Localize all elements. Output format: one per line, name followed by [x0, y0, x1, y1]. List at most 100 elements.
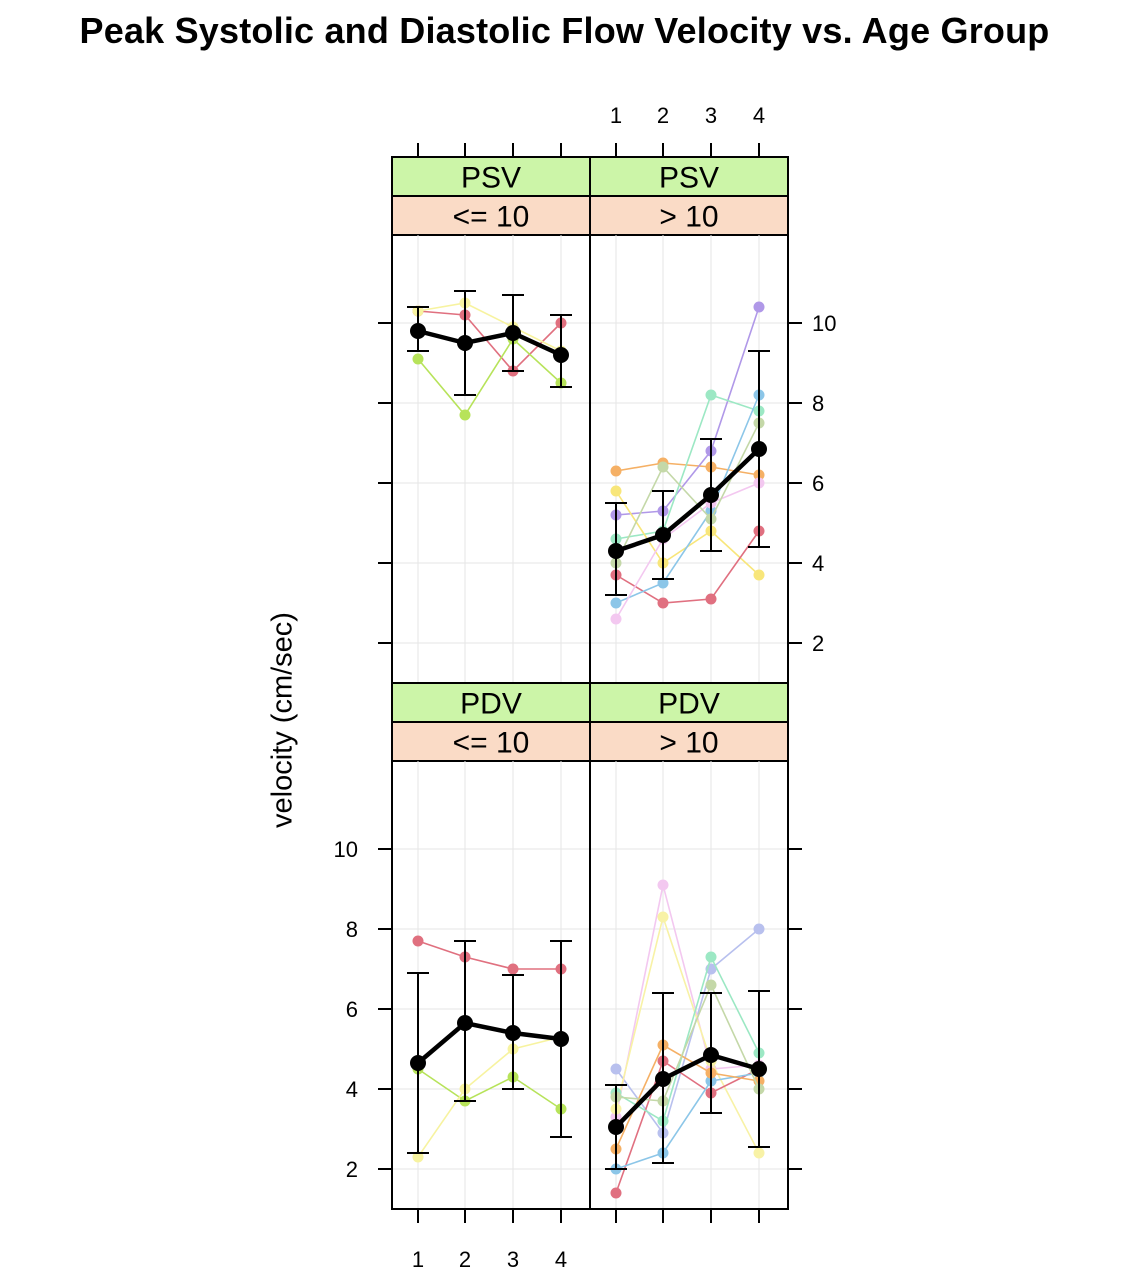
series-path [615, 394, 760, 604]
series-path [615, 482, 760, 620]
y-tick-label-left: 6 [346, 997, 358, 1022]
panel-psv-le10: PSV <= 10 [391, 156, 591, 684]
series-path [417, 940, 561, 970]
mean-point [655, 527, 671, 543]
mean-series [407, 290, 572, 396]
mean-point [608, 1119, 624, 1135]
series-path [417, 302, 562, 352]
grid [392, 235, 590, 683]
series-point [705, 593, 717, 605]
panel-psv-gt10: PSV > 10 [589, 156, 789, 684]
series-point [705, 979, 717, 991]
mean-point [751, 441, 767, 457]
mean-point [608, 543, 624, 559]
axes: 1 2 3 4 1 2 3 4 2 4 6 8 10 2 4 6 8 10 [334, 103, 837, 1272]
series-point [412, 1151, 424, 1163]
y-tick-label-left: 4 [346, 1077, 358, 1102]
mean-line [615, 447, 761, 554]
series-point [657, 597, 669, 609]
mean-point [655, 1071, 671, 1087]
series-path [615, 1059, 760, 1194]
x-tick-label-top: 2 [657, 103, 669, 128]
series-path [615, 393, 760, 540]
mean-point [751, 1061, 767, 1077]
strip-measure-label: PSV [461, 162, 521, 195]
series-point [412, 935, 424, 947]
y-tick-label-right: 6 [812, 471, 824, 496]
y-tick-label-left: 2 [346, 1157, 358, 1182]
series-line [610, 879, 765, 1123]
series-point [753, 1147, 765, 1159]
mean-point [553, 1031, 569, 1047]
mean-series [605, 990, 770, 1170]
mean-line [417, 328, 562, 358]
series-line [610, 477, 765, 625]
mean-point [410, 1055, 426, 1071]
y-tick-label-left: 10 [334, 837, 358, 862]
series-point [657, 577, 669, 589]
series-path [615, 884, 760, 1118]
mean-point [703, 487, 719, 503]
strip-measure [391, 156, 591, 197]
mean-point [703, 1047, 719, 1063]
x-tick-label-bottom: 1 [412, 1247, 424, 1272]
y-tick-label-right: 10 [812, 311, 836, 336]
series-path [417, 337, 562, 417]
mean-series [605, 350, 770, 596]
series-path [615, 530, 760, 604]
series-path [615, 306, 760, 516]
series-path [615, 1072, 760, 1170]
series-point [753, 301, 765, 313]
series-point [610, 1063, 622, 1075]
strip-age-label: <= 10 [453, 201, 530, 234]
series-line [610, 979, 765, 1107]
y-tick-label-right: 4 [812, 551, 824, 576]
panel-pdv-le10: PDV <= 10 [391, 682, 591, 1210]
series-point [610, 613, 622, 625]
series-point [459, 409, 471, 421]
strip-measure-label: PSV [659, 162, 719, 195]
x-tick-label-top: 1 [610, 103, 622, 128]
series-point [657, 461, 669, 473]
strip-measure-label: PDV [658, 688, 720, 721]
mean-point [553, 347, 569, 363]
series-line [610, 485, 765, 581]
series-line [610, 389, 765, 609]
series-path [615, 1043, 760, 1150]
strip-measure [589, 682, 789, 723]
series-path [615, 914, 760, 1154]
mean-point [410, 323, 426, 339]
x-tick-label-bottom: 4 [555, 1247, 567, 1272]
series-point [507, 963, 519, 975]
series-point [705, 389, 717, 401]
y-tick-label-right: 8 [812, 391, 824, 416]
series-line [610, 1067, 765, 1175]
series-line [412, 935, 567, 975]
series-point [753, 923, 765, 935]
mean-point [505, 1025, 521, 1041]
y-tick-label-right: 2 [812, 631, 824, 656]
series-path [417, 310, 562, 373]
x-tick-label-bottom: 3 [507, 1247, 519, 1272]
strip-age-label: > 10 [659, 201, 718, 234]
series-point [610, 597, 622, 609]
series-point [610, 465, 622, 477]
x-tick-label-top: 4 [753, 103, 765, 128]
series-point [657, 911, 669, 923]
strip-age-label: <= 10 [453, 727, 530, 760]
grid [590, 761, 788, 1209]
panel-border [589, 682, 789, 1210]
series-path [417, 1068, 562, 1110]
mean-point [457, 335, 473, 351]
series-point [412, 353, 424, 365]
series-point [657, 879, 669, 891]
mean-point [505, 325, 521, 341]
series-line [610, 1055, 765, 1199]
x-tick-label-top: 3 [705, 103, 717, 128]
strip-age-label: > 10 [659, 727, 718, 760]
strip-age [589, 721, 789, 762]
series-path [615, 983, 760, 1102]
strip-measure-label: PDV [460, 688, 522, 721]
series-point [610, 1187, 622, 1199]
